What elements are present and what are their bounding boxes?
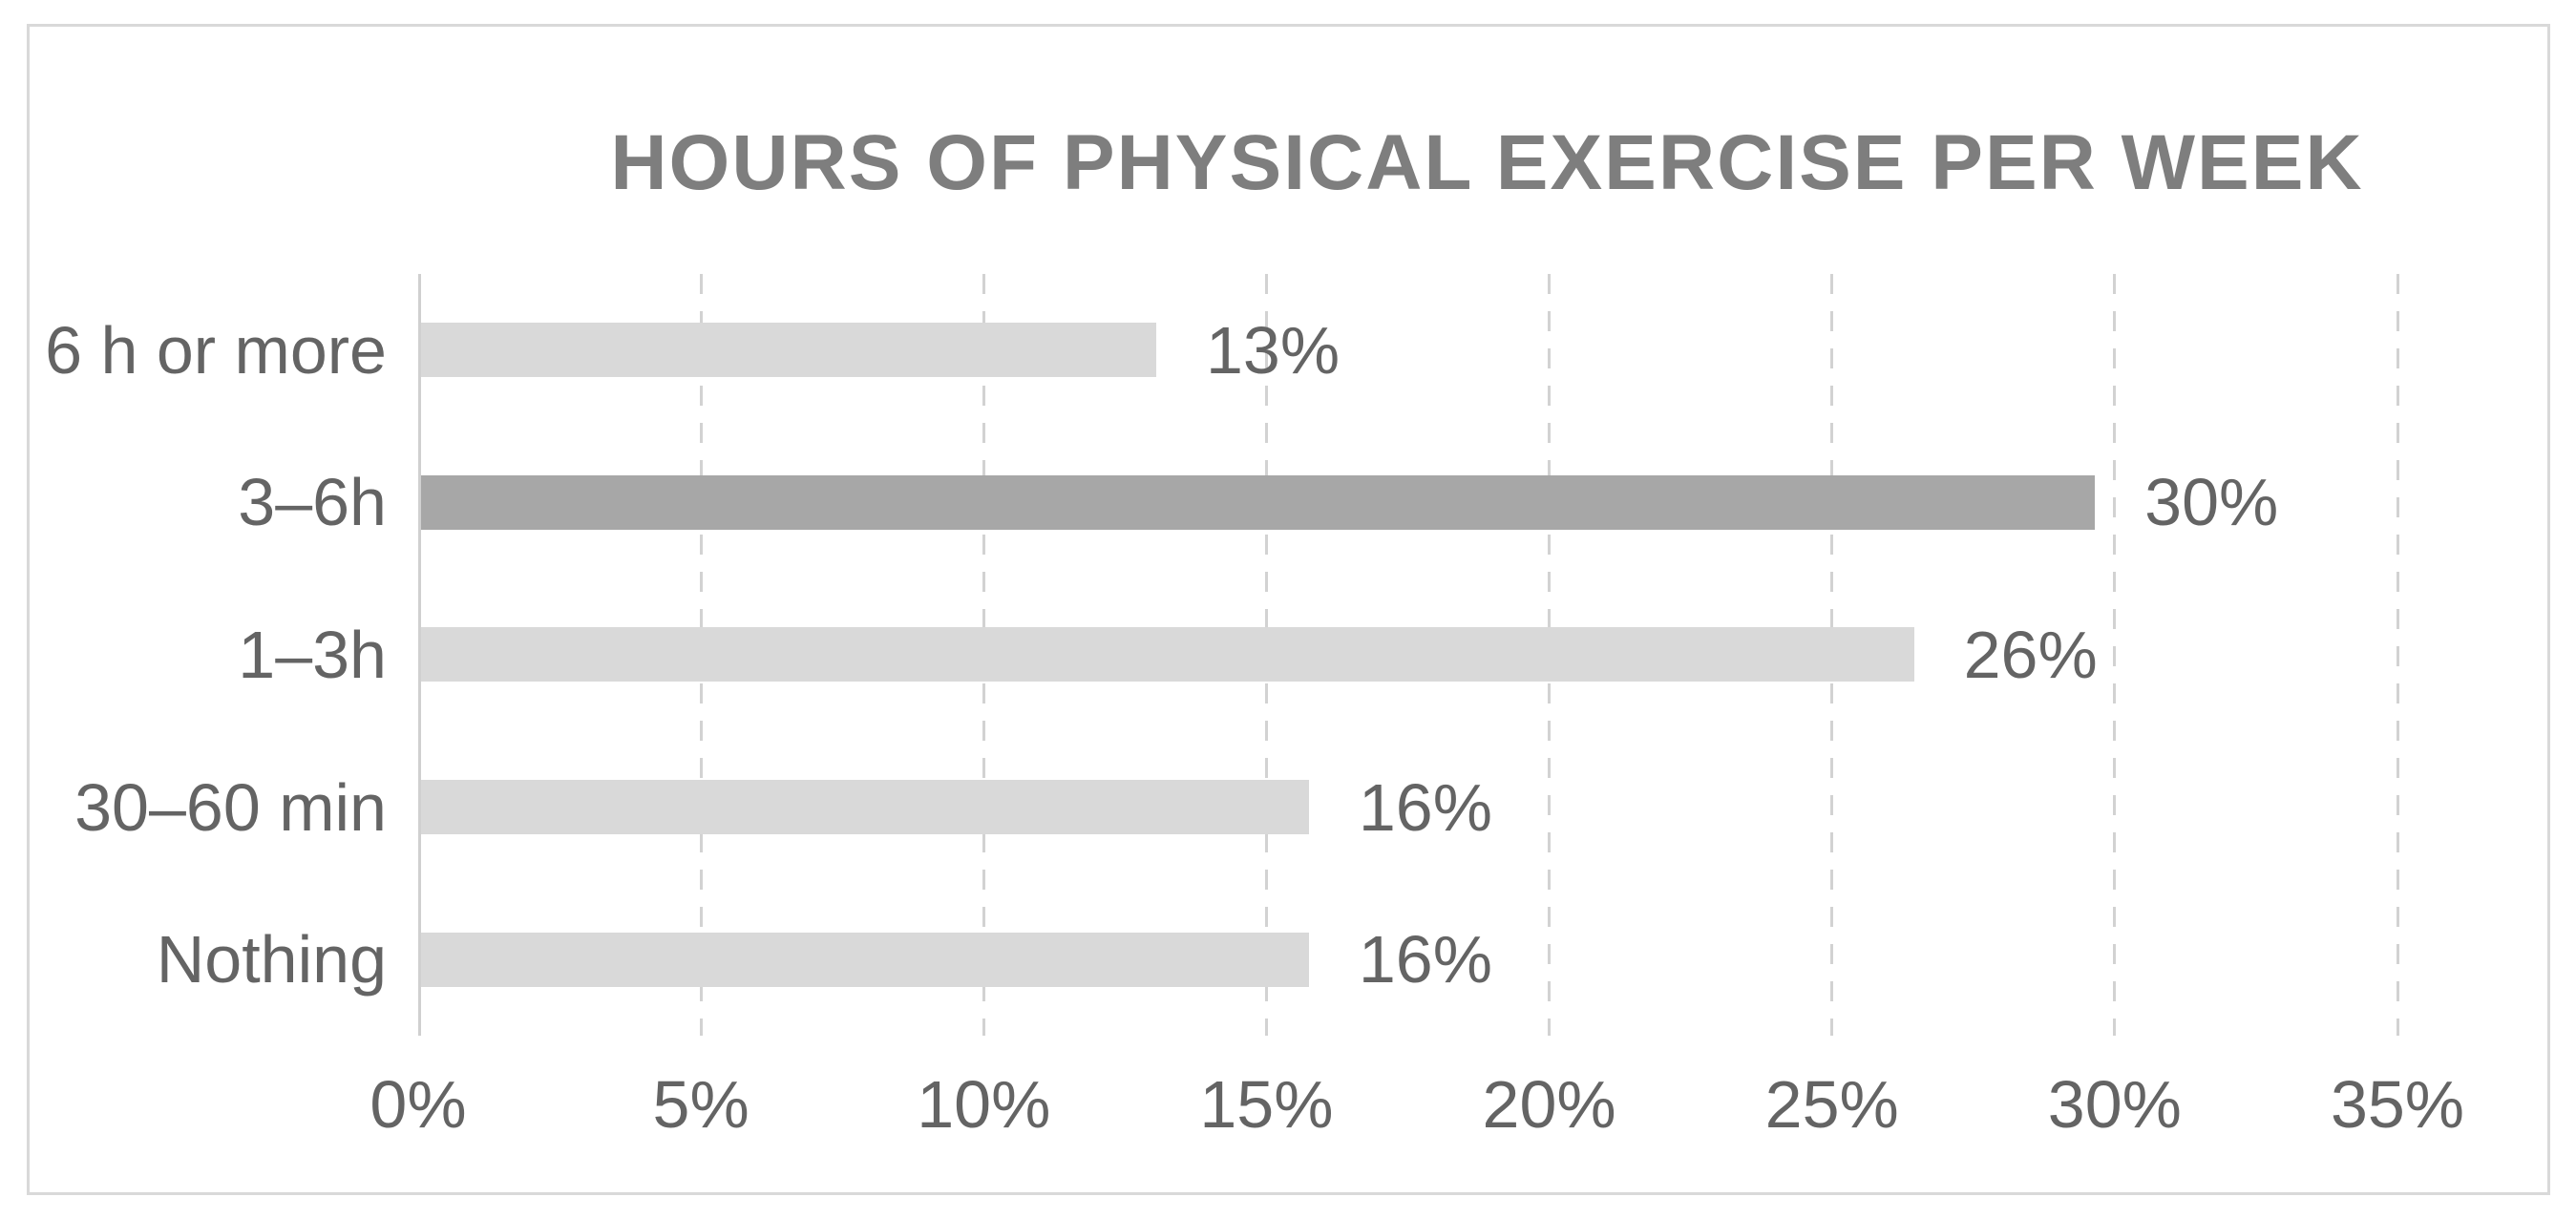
bar xyxy=(421,323,1156,378)
bar-row: 16% xyxy=(421,731,2397,884)
x-axis-tick-label: 5% xyxy=(652,1067,750,1142)
x-axis: 0% 5% 10% 15% 20% 25% 30% 35% xyxy=(0,1071,2576,1157)
category-label: 3–6h xyxy=(238,465,387,540)
x-axis-tick-label: 15% xyxy=(1199,1067,1334,1142)
x-axis-tick-label: 10% xyxy=(917,1067,1051,1142)
bar-value-label: 13% xyxy=(1205,312,1341,388)
plot-area: 13% 30% 26% 16% 16% xyxy=(418,274,2399,1036)
bar-row: 26% xyxy=(421,578,2397,731)
chart-title: HOURS OF PHYSICAL EXERCISE PER WEEK xyxy=(610,119,2364,206)
y-axis-line xyxy=(418,274,421,1036)
bar-row: 30% xyxy=(421,427,2397,579)
bar-row: 16% xyxy=(421,883,2397,1036)
x-axis-tick-label: 35% xyxy=(2330,1067,2465,1142)
category-label: 1–3h xyxy=(238,618,387,692)
chart-frame xyxy=(27,24,2550,1195)
bar-row: 13% xyxy=(421,274,2397,427)
category-label: 6 h or more xyxy=(45,312,387,388)
category-label: Nothing xyxy=(156,922,387,998)
bar xyxy=(421,780,1309,835)
gridline xyxy=(2396,274,2399,1036)
bar-highlighted xyxy=(421,474,2096,530)
x-axis-tick-label: 25% xyxy=(1764,1067,1899,1142)
x-axis-tick-label: 20% xyxy=(1482,1067,1616,1142)
bar-value-label: 16% xyxy=(1358,922,1492,998)
category-label: 30–60 min xyxy=(74,769,387,845)
category-axis: 6 h or more 3–6h 1–3h 30–60 min Nothing xyxy=(0,274,387,1036)
bar xyxy=(421,932,1309,987)
bar-value-label: 26% xyxy=(1963,617,2098,692)
bar-value-label: 30% xyxy=(2144,465,2279,540)
x-axis-tick-label: 0% xyxy=(370,1067,467,1142)
bar-value-label: 16% xyxy=(1358,769,1492,845)
gridline xyxy=(2113,274,2117,1036)
x-axis-tick-label: 30% xyxy=(2047,1067,2182,1142)
bar xyxy=(421,627,1914,682)
